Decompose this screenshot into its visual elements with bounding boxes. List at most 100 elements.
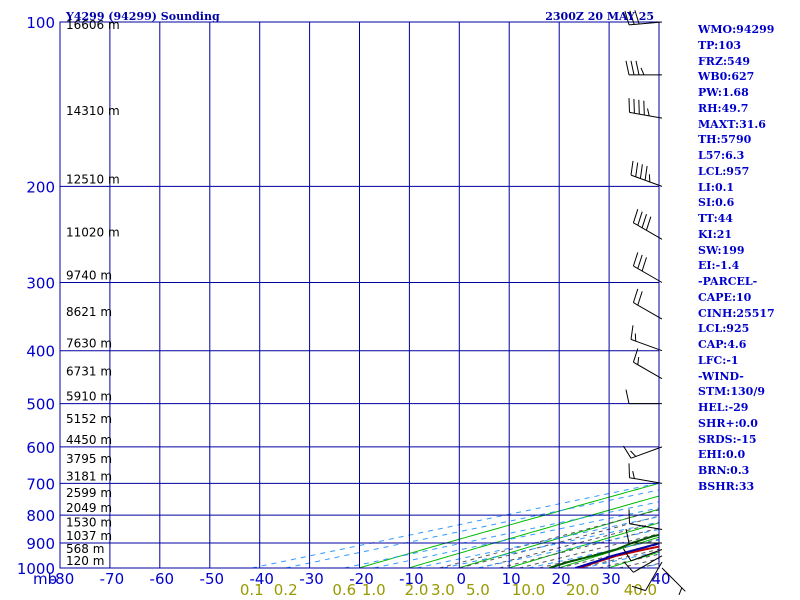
wind-barb: [628, 509, 663, 530]
mixing-ratio-label: 40.0: [624, 581, 657, 599]
wind-barb: [624, 10, 663, 26]
valid-time: 2300Z 20 MAY 25: [545, 10, 654, 23]
height-labels: 16606 m 14310 m 12510 m 11020 m 9740 m 8621 m…: [66, 18, 120, 568]
index-value: BSHR:33: [698, 479, 755, 493]
pressure-tick-label: 900: [26, 535, 55, 553]
temperature-tick-label: -80: [50, 570, 75, 588]
station-title: Y4299 (94299) Sounding: [65, 10, 220, 23]
parcel-profile: [574, 542, 659, 568]
pressure-tick-label: 400: [26, 343, 55, 361]
mixing-ratio-line: [442, 521, 659, 568]
index-value: SRDS:-15: [698, 432, 757, 446]
wind-barb: [630, 325, 663, 352]
height-label: 2599 m: [66, 486, 112, 500]
mixing-ratio-label: 0.1: [240, 581, 264, 599]
index-value: PW:1.68: [698, 86, 749, 99]
index-value: TT:44: [698, 212, 733, 225]
index-value: RH:49.7: [698, 101, 749, 115]
mixing-ratio-label: 0.2: [274, 581, 298, 599]
index-value: MAXT:31.6: [698, 117, 766, 131]
wind-barb: [628, 463, 663, 484]
pressure-tick-label: 700: [26, 475, 55, 493]
wind-barb: [661, 567, 686, 596]
mixing-ratio-line: [285, 489, 659, 568]
mixing-ratio-line: [344, 501, 659, 568]
temperature-tick-label: -70: [100, 570, 125, 588]
height-label: 5910 m: [66, 390, 112, 404]
temperature-tick-label: 0: [457, 570, 467, 588]
height-label: 16606 m: [66, 18, 120, 32]
height-label: 6731 m: [66, 365, 112, 379]
height-label: 9740 m: [66, 269, 112, 283]
mixing-ratio-label: 1.0: [362, 581, 386, 599]
wind-barb: [622, 548, 663, 562]
index-value: BRN:0.3: [698, 464, 750, 477]
dry-adiabat-line: [508, 522, 659, 568]
index-value: CAPE:10: [698, 290, 752, 304]
index-value: LCL:957: [698, 164, 750, 178]
wind-barb: [623, 555, 663, 573]
mixing-ratio-label: 2.0: [405, 581, 429, 599]
height-label: 5152 m: [66, 412, 112, 426]
temperature-tick-label: -20: [349, 570, 374, 588]
index-value: HEL:-29: [698, 401, 749, 414]
mixing-ratio-labels: 0.1 0.2 0.6 1.0 2.0 3.0 5.0 10.0 20.0 40.0: [240, 581, 657, 599]
index-value: -WIND-: [698, 369, 744, 383]
pressure-tick-label: 1000: [17, 560, 55, 578]
height-label: 3181 m: [66, 469, 112, 483]
index-value: CAP:4.6: [698, 338, 747, 351]
moist-adiabats: [439, 509, 659, 568]
wind-barb: [632, 252, 663, 283]
pressure-tick-label: 800: [26, 507, 55, 525]
wind-barb: [625, 60, 662, 76]
index-value: FRZ:549: [698, 54, 751, 68]
dry-adiabat-line: [358, 482, 659, 568]
index-value: LI:0.1: [698, 180, 735, 194]
index-value: SW:199: [698, 243, 745, 257]
index-value: STM:130/9: [698, 385, 765, 399]
sounding-profiles: [548, 533, 659, 568]
mixing-ratio-label: 20.0: [566, 581, 599, 599]
temperature-tick-label: -60: [150, 570, 175, 588]
mixing-ratio-line: [477, 528, 659, 568]
pressure-tick-label: 100: [26, 14, 55, 32]
temperature-tick-label: -10: [399, 570, 424, 588]
sounding-indices-panel: WMO:94299 TP:103 FRZ:549 WB0:627 PW:1.68 RH:4…: [698, 22, 800, 495]
height-label: 8621 m: [66, 305, 112, 319]
temperature-tick-label: -50: [200, 570, 225, 588]
pressure-tick-label: 300: [26, 275, 55, 293]
index-value: WB0:627: [698, 70, 755, 84]
index-value: CINH:25517: [698, 306, 775, 320]
index-value: LCL:925: [698, 322, 750, 336]
index-value: SI:0.6: [698, 196, 735, 210]
height-label: 7630 m: [66, 337, 112, 351]
mixing-ratio-label: 0.6: [332, 581, 356, 599]
index-value: EI:-1.4: [698, 259, 740, 273]
dry-adiabats: [358, 482, 659, 568]
height-label: 12510 m: [66, 172, 120, 186]
wind-barb: [632, 348, 663, 380]
index-value: -PARCEL-: [698, 275, 758, 288]
index-value: LFC:-1: [698, 353, 739, 367]
height-label: 3795 m: [66, 452, 112, 466]
index-value: KI:21: [698, 227, 733, 241]
wind-barb: [632, 288, 663, 320]
temperature-tick-label: -30: [299, 570, 324, 588]
pressure-tick-label: 500: [26, 396, 55, 414]
height-label: 1530 m: [66, 516, 112, 530]
mixing-ratio-line: [416, 516, 659, 568]
mixing-ratio-line: [373, 507, 659, 568]
wind-barb: [622, 445, 663, 459]
wind-barb: [630, 160, 663, 187]
mixing-ratio-label: 3.0: [431, 581, 455, 599]
pressure-unit-label: mb: [33, 570, 57, 588]
height-label: 14310 m: [66, 104, 120, 118]
wind-barb: [625, 528, 662, 544]
plot-frame: [59, 21, 660, 569]
index-value: TH:5790: [698, 133, 752, 147]
dry-adiabat-line: [458, 508, 659, 568]
pressure-tick-label: 600: [26, 439, 55, 457]
height-label: 568 m: [66, 542, 104, 556]
index-value: TP:103: [698, 38, 742, 52]
